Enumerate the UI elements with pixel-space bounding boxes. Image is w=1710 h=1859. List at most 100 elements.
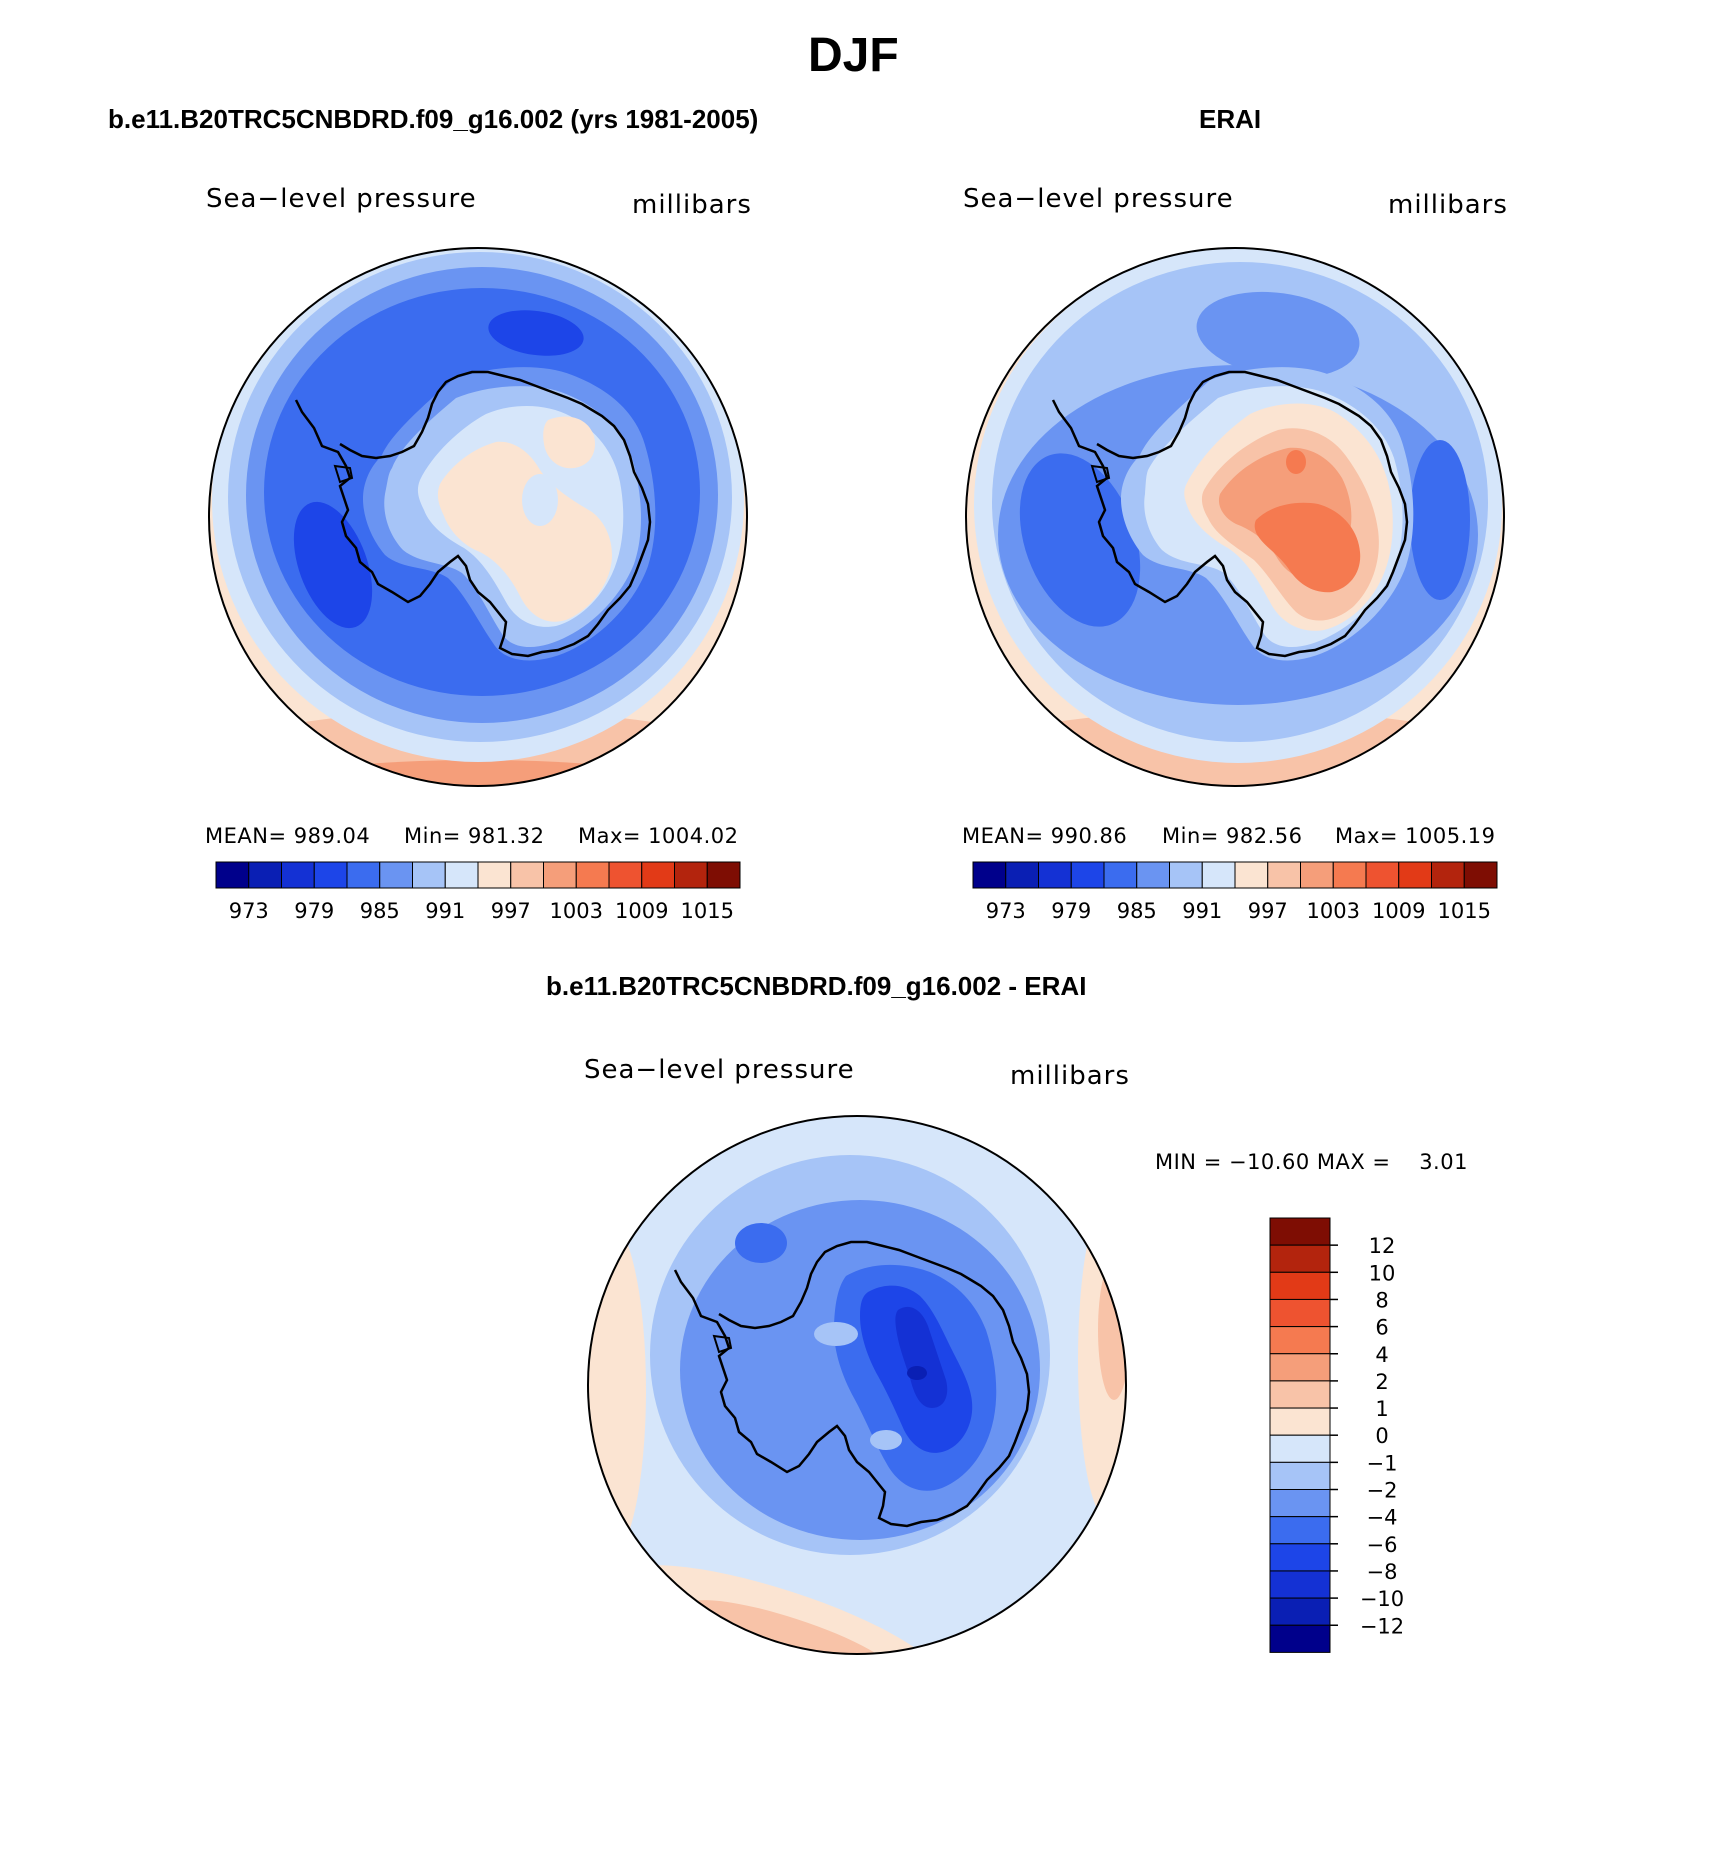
panel3-colorbar-tick-label: −8 [1367, 1560, 1398, 1584]
panel2-continent-1006 [1254, 502, 1361, 593]
panel1-colorbar-tick-label: 973 [229, 899, 269, 923]
panel1-map-border [208, 247, 748, 787]
panel1-colorbar-tick-label: 1015 [681, 899, 734, 923]
panel2-colorbar-tick-label: 985 [1117, 899, 1157, 923]
panel3-colorbar-tick-label: 1 [1375, 1397, 1388, 1421]
panel3-neg-small [735, 1223, 787, 1263]
panel2-colorbar-box [1038, 861, 1072, 889]
panel3-colorbar-tick-label: −4 [1367, 1506, 1398, 1530]
panel3-colorbar-box [1269, 1380, 1331, 1409]
panel3-colorbar-tick-label: 0 [1375, 1424, 1388, 1448]
panel1-colorbar-box [444, 861, 479, 889]
panel3-neg-10 [907, 1366, 927, 1380]
panel3-colorbar-tick-label: 12 [1369, 1234, 1396, 1258]
panel2-colorbar-tick-label: 979 [1051, 899, 1091, 923]
panel2-colorbar-tick-label: 1003 [1307, 899, 1360, 923]
panel3-field-label: Sea−level pressure [584, 1055, 855, 1085]
panel1-colorbar-tick-label: 997 [491, 899, 531, 923]
panel3-colorbar-tick-label: 6 [1375, 1316, 1388, 1340]
panel2-colorbar-tick-label: 997 [1248, 899, 1288, 923]
panel1-colorbar-box [215, 861, 250, 889]
panel1-low-west [293, 501, 373, 629]
panel2-island [1090, 464, 1111, 484]
panel3-neg-8 [895, 1306, 948, 1408]
panel1-map [209, 248, 747, 786]
panel3-colorbar-box [1269, 1298, 1331, 1328]
panel2-colorbar-box [1332, 861, 1367, 889]
panel1-colorbar-tick-label: 1009 [615, 899, 668, 923]
panel3-island [712, 1334, 733, 1354]
panel1-colorbar-box [313, 861, 348, 889]
panel3-colorbar-tick-label: −12 [1360, 1614, 1404, 1638]
panel1-colorbar-box [379, 861, 413, 889]
panel3-colorbar-tick-label: 8 [1375, 1288, 1388, 1312]
panel3-colorbar-box [1269, 1461, 1331, 1490]
panel3-colorbar-tick-label: 2 [1375, 1370, 1388, 1394]
panel1-colorbar-box [412, 861, 446, 889]
panel1-colorbar-box [543, 861, 577, 889]
panel3-units-label: millibars [1010, 1061, 1130, 1091]
panel2-units-label: millibars [1388, 190, 1508, 220]
panel3-colorbar-box [1269, 1353, 1331, 1382]
panel3-colorbar-box [1269, 1244, 1331, 1273]
panel1-colorbar-tick-label: 985 [360, 899, 400, 923]
panel2-colorbar-tick-label: 991 [1182, 899, 1222, 923]
panel2-colorbar-box [1136, 861, 1170, 889]
panel3-minmax: MIN = −10.60 MAX = 3.01 [1155, 1150, 1468, 1174]
panel3-colorbar-tick-label: −1 [1367, 1451, 1398, 1475]
panel2-title: ERAI [1199, 104, 1262, 134]
panel3-neg-2-patch-2 [870, 1430, 902, 1450]
panel3-neg-2-patch [814, 1322, 858, 1346]
panel3-colorbar-box [1269, 1326, 1331, 1355]
panel3-colorbar-tick-label: 4 [1375, 1343, 1388, 1367]
panel1-interior-994-hole [522, 474, 558, 526]
panel2-colorbar-box [1267, 861, 1301, 889]
panel1-low-north [488, 310, 584, 356]
panel1-colorbar-box [477, 861, 512, 889]
panel3-map-border [587, 1115, 1127, 1655]
panel3-colorbar-tick-label: −6 [1367, 1533, 1398, 1557]
panel2-colorbar-box [1234, 861, 1269, 889]
panel1-colorbar-box [346, 861, 381, 889]
panel2-mean: MEAN= 990.86 [962, 824, 1128, 848]
panel1-fill-1003 [209, 760, 747, 786]
panel2-max: Max= 1005.19 [1335, 824, 1496, 848]
panel2-coast [1051, 370, 1409, 658]
panel3-colorbar-box [1269, 1407, 1331, 1436]
panel1-colorbar-box [641, 861, 675, 889]
panel2-colorbar-box [1398, 861, 1432, 889]
panel1-colorbar-box [510, 861, 544, 889]
panel1-colorbar-box [281, 861, 315, 889]
panel1-min: Min= 981.32 [404, 824, 545, 848]
panel1-units-label: millibars [632, 190, 752, 220]
panel1-colorbar-tick-label: 1003 [550, 899, 603, 923]
panel3-colorbar-tick-label: −2 [1367, 1479, 1398, 1503]
panel2-low-east [1410, 440, 1470, 600]
panel1-mean: MEAN= 989.04 [205, 824, 371, 848]
panel2-low-west [1019, 453, 1141, 627]
panel2-colorbar-tick-label: 973 [986, 899, 1026, 923]
panel3-colorbar-box [1269, 1543, 1331, 1572]
panel2-colorbar-box [1365, 861, 1400, 889]
panel3-colorbar-box [1269, 1516, 1331, 1545]
panel2-colorbar-box [1201, 861, 1236, 889]
panel2-colorbar-box [1300, 861, 1334, 889]
panel1-colorbar-tick-label: 991 [425, 899, 465, 923]
panel3-map [588, 1116, 1126, 1654]
panel2-colorbar-box [972, 861, 1007, 889]
panel3-colorbar-box [1269, 1217, 1331, 1246]
panel1-island [333, 464, 354, 484]
panel1-colorbar: 973 979 985 991 997 1003 1009 1015 [215, 861, 741, 923]
panel3-colorbar-box [1269, 1434, 1331, 1463]
panel3-colorbar-tick-label: 10 [1369, 1261, 1396, 1285]
panel1-colorbar-box [674, 861, 708, 889]
panel2-map [966, 248, 1504, 786]
panel1-continent-997b [543, 416, 596, 469]
panel3-colorbar-box [1269, 1489, 1331, 1518]
panel2-min: Min= 982.56 [1162, 824, 1303, 848]
panel2-colorbar-box [1103, 861, 1138, 889]
panel2-colorbar-box [1169, 861, 1203, 889]
panel2-low-north [1196, 291, 1360, 379]
